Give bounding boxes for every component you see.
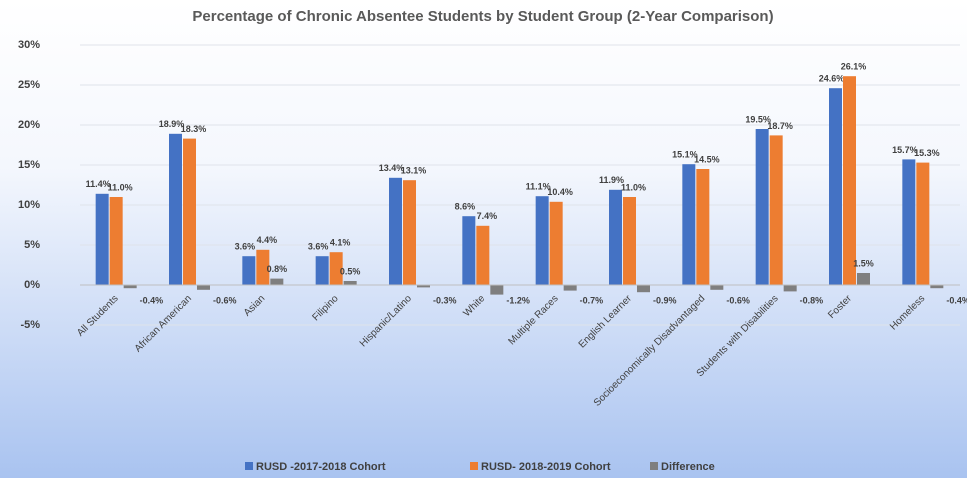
bar	[417, 285, 430, 288]
value-label: 7.4%	[477, 211, 498, 221]
value-label: 18.7%	[767, 121, 793, 131]
bar	[563, 285, 577, 291]
legend-label: Difference	[661, 461, 715, 473]
value-label: -0.4%	[946, 295, 967, 305]
value-label: 11.0%	[108, 182, 133, 192]
y-tick-label: 20%	[18, 119, 40, 131]
bar	[462, 216, 476, 285]
value-label: 13.1%	[401, 166, 427, 176]
bar	[343, 281, 357, 285]
value-label: 0.5%	[340, 266, 361, 276]
bar	[696, 169, 710, 285]
y-tick-label: 0%	[24, 279, 40, 291]
value-label: 1.5%	[853, 258, 874, 268]
value-label: 19.5%	[745, 114, 771, 124]
bar	[329, 252, 343, 285]
bar	[95, 193, 109, 285]
bar	[609, 189, 622, 285]
legend-label: RUSD -2017-2018 Cohort	[256, 461, 386, 473]
y-tick-label: 5%	[24, 239, 40, 251]
bar	[682, 164, 696, 285]
value-label: 3.6%	[235, 242, 256, 252]
y-tick-label: 15%	[18, 159, 40, 171]
value-label: 13.4%	[379, 163, 405, 173]
value-label: 15.7%	[892, 145, 918, 155]
value-label: -0.3%	[433, 295, 457, 305]
value-label: 18.9%	[159, 119, 185, 129]
value-label: -0.4%	[140, 295, 164, 305]
bar	[843, 76, 856, 285]
value-label: 4.4%	[257, 235, 278, 245]
bar	[535, 196, 549, 285]
bar	[270, 278, 284, 285]
bar	[183, 138, 196, 285]
value-label: 0.8%	[267, 264, 288, 274]
bar	[710, 285, 724, 290]
value-label: 11.1%	[526, 182, 551, 192]
value-label: 24.6%	[819, 74, 845, 84]
bar	[755, 129, 769, 285]
bar	[169, 133, 182, 285]
value-label: 3.6%	[308, 242, 329, 252]
bar	[902, 159, 916, 285]
y-tick-label: 30%	[18, 39, 40, 51]
bar	[623, 197, 636, 285]
value-label: 15.1%	[672, 150, 698, 160]
value-label: 4.1%	[330, 238, 351, 248]
legend-label: RUSD- 2018-2019 Cohort	[481, 461, 611, 473]
bar	[829, 88, 842, 285]
value-label: 8.6%	[455, 202, 476, 212]
value-label: 10.4%	[547, 187, 573, 197]
value-label: 18.3%	[181, 124, 207, 134]
chart-title: Percentage of Chronic Absentee Students …	[192, 8, 773, 25]
bar	[315, 256, 329, 285]
bar	[109, 197, 123, 285]
bar	[916, 162, 930, 285]
value-label: -0.7%	[580, 295, 604, 305]
bar	[769, 135, 783, 285]
bar	[403, 180, 416, 285]
legend-swatch	[650, 462, 658, 470]
bar	[123, 285, 137, 289]
y-tick-label: 10%	[18, 199, 40, 211]
value-label: 11.4%	[86, 179, 111, 189]
y-tick-label: -5%	[20, 319, 40, 331]
bar	[476, 225, 490, 285]
value-label: 11.0%	[621, 182, 646, 192]
value-label: 15.3%	[914, 148, 940, 158]
bar	[197, 285, 210, 290]
value-label: -0.8%	[800, 295, 824, 305]
legend-swatch	[470, 462, 478, 470]
bar	[783, 285, 797, 292]
legend-swatch	[245, 462, 253, 470]
value-label: 11.9%	[599, 175, 624, 185]
bar	[242, 256, 256, 285]
value-label: -0.9%	[653, 295, 677, 305]
bar	[549, 201, 563, 285]
value-label: -0.6%	[726, 295, 750, 305]
value-label: -1.2%	[506, 295, 530, 305]
value-label: -0.6%	[213, 295, 237, 305]
y-tick-label: 25%	[18, 79, 40, 91]
value-label: 14.5%	[694, 154, 720, 164]
bar	[389, 177, 402, 285]
bar	[857, 273, 870, 285]
value-label: 26.1%	[841, 62, 867, 72]
bar	[930, 285, 944, 289]
bar	[256, 249, 270, 285]
bar	[637, 285, 650, 293]
bar	[490, 285, 504, 295]
